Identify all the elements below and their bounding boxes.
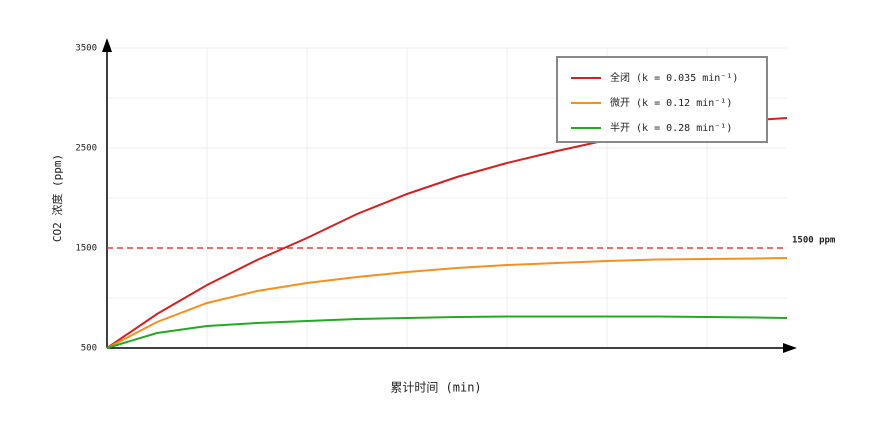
- legend-label: 微开 (k = 0.12 min⁻¹): [610, 96, 732, 109]
- legend-label: 半开 (k = 0.28 min⁻¹): [610, 121, 732, 134]
- reference-label: 1500 ppm: [792, 236, 836, 246]
- y-tick-label: 3500: [75, 44, 97, 54]
- y-tick-label: 2500: [75, 144, 97, 154]
- legend-label: 全闭 (k = 0.035 min⁻¹): [610, 71, 738, 84]
- y-axis-label: CO2 浓度 (ppm): [50, 154, 64, 242]
- y-axis-arrow: [102, 38, 112, 52]
- x-axis-arrow: [783, 343, 797, 353]
- series-line: [106, 117, 788, 349]
- series-line: [106, 257, 788, 349]
- y-tick-label: 500: [81, 344, 97, 354]
- x-axis-label: 累计时间 (min): [390, 381, 481, 395]
- series-line: [106, 315, 788, 349]
- y-tick-label: 1500: [75, 244, 97, 254]
